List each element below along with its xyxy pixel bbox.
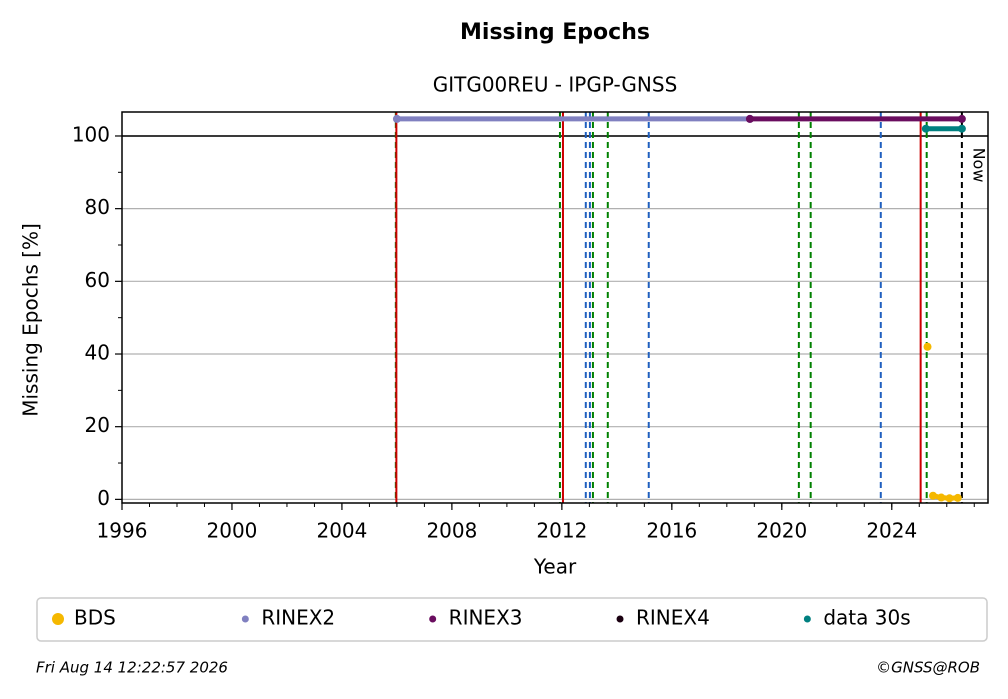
x-tick-label: 2020 [756,519,807,543]
data-point [392,114,401,123]
y-tick-label: 0 [97,486,110,510]
x-tick-label: 2016 [646,519,697,543]
now-label: Now [969,148,988,183]
legend-label: data 30s [823,606,910,630]
x-axis-label: Year [533,555,577,579]
data-point [937,493,946,502]
x-tick-label: 2004 [316,519,367,543]
x-tick-label: 2012 [536,519,587,543]
x-tick-label: 2024 [866,519,917,543]
legend-marker [616,615,624,623]
legend-box [36,597,988,642]
legend-marker [429,615,437,623]
legend-label: RINEX4 [636,606,710,630]
y-tick-label: 60 [85,268,110,292]
chart-title: Missing Epochs [460,20,650,45]
data-point [745,114,754,123]
y-tick-label: 20 [85,413,110,437]
legend-label: RINEX3 [449,606,523,630]
data-point [957,124,966,133]
legend-marker [241,615,249,623]
x-tick-label: 1996 [97,519,148,543]
legend-label: BDS [74,606,116,630]
y-tick-label: 100 [72,122,110,146]
data-point [929,491,938,500]
y-axis-label: Missing Epochs [%] [19,223,43,417]
chart-subtitle: GITG00REU - IPGP-GNSS [433,73,678,97]
y-tick-label: 40 [85,341,110,365]
plot-frame [121,111,989,504]
data-point [923,342,932,351]
series-line [930,493,961,501]
data-point [957,114,966,123]
legend-marker [52,613,64,625]
x-tick-label: 2000 [207,519,258,543]
x-tick-label: 2008 [426,519,477,543]
legend-label: RINEX2 [261,606,335,630]
legend-marker [803,615,811,623]
timestamp: Fri Aug 14 12:22:57 2026 [36,659,228,677]
y-tick-label: 80 [85,195,110,219]
data-point [921,124,930,133]
credit: ©GNSS@ROB [876,659,980,677]
data-point [953,493,962,502]
data-point [945,494,954,503]
